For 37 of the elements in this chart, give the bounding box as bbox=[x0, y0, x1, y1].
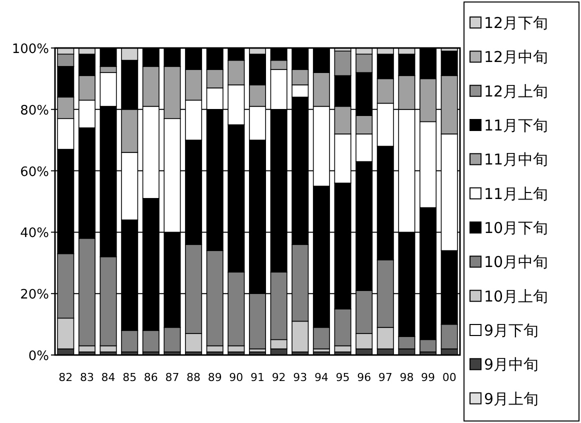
x-tick-label: 90 bbox=[229, 371, 244, 384]
legend-label: 12月上旬 bbox=[484, 82, 548, 100]
x-tick-label: 92 bbox=[272, 371, 286, 384]
y-tick-label: 60% bbox=[20, 164, 49, 180]
legend-label: 12月中旬 bbox=[484, 48, 548, 66]
legend-label: 12月下旬 bbox=[484, 14, 548, 32]
legend-label: 10月下旬 bbox=[484, 219, 548, 237]
x-tick-label: 98 bbox=[400, 371, 414, 384]
x-tick-label: 82 bbox=[58, 371, 73, 384]
x-tick-label: 00 bbox=[442, 371, 456, 384]
y-tick-label: 100% bbox=[12, 42, 49, 57]
x-tick-label: 97 bbox=[378, 371, 392, 384]
legend-label: 9月上旬 bbox=[484, 390, 539, 408]
x-tick-label: 94 bbox=[314, 371, 328, 384]
x-tick-label: 91 bbox=[250, 371, 264, 384]
x-tick-label: 86 bbox=[144, 371, 158, 384]
legend-label: 10月中旬 bbox=[484, 253, 548, 272]
x-tick-label: 83 bbox=[80, 371, 94, 384]
legend-label: 9月中旬 bbox=[484, 356, 539, 374]
y-tick-label: 40% bbox=[20, 226, 49, 242]
x-tick-label: 99 bbox=[421, 371, 436, 384]
x-tick-label: 89 bbox=[208, 371, 222, 384]
y-tick-label: 20% bbox=[20, 288, 49, 303]
x-tick-label: 84 bbox=[101, 371, 116, 384]
legend-label: 11月上旬 bbox=[484, 184, 548, 203]
x-tick-label: 88 bbox=[186, 371, 201, 384]
x-tick-label: 95 bbox=[336, 371, 350, 384]
legend-label: 11月中旬 bbox=[484, 150, 548, 169]
legend-label: 9月下旬 bbox=[484, 322, 539, 340]
x-tick-label: 87 bbox=[165, 371, 180, 384]
y-tick-label: 0% bbox=[28, 349, 49, 364]
legend-label: 11月下旬 bbox=[484, 116, 548, 134]
x-tick-label: 85 bbox=[122, 371, 137, 384]
legend-label: 10月上旬 bbox=[484, 287, 548, 306]
y-tick-label: 80% bbox=[20, 103, 49, 118]
x-tick-label: 96 bbox=[357, 371, 372, 384]
x-tick-label: 93 bbox=[293, 371, 308, 384]
